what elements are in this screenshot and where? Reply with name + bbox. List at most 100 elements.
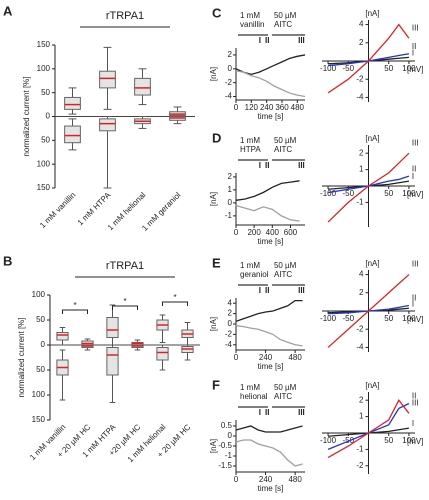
- time-marker: II: [265, 286, 269, 295]
- x-tick-label: 480: [291, 103, 305, 112]
- y-tick-label: -2: [225, 330, 233, 339]
- x-axis-label: [mV]: [407, 315, 423, 324]
- significance-label: *: [123, 297, 126, 306]
- box: [134, 77, 151, 96]
- y-axis-label: [nA]: [209, 317, 218, 331]
- series-label: III: [412, 23, 419, 32]
- stimulus-label: 50 µM: [274, 261, 297, 270]
- y-tick-label: -1: [225, 451, 233, 460]
- x-tick-label: 50: [384, 436, 393, 445]
- y-tick-label: -2: [356, 461, 364, 470]
- x-tick-label: -100: [320, 314, 337, 323]
- stimulus-label: geraniol: [240, 270, 269, 279]
- series-label: III: [412, 398, 419, 407]
- y-tick-label: 0.5: [221, 421, 233, 430]
- y-tick-label: 0: [46, 112, 51, 121]
- time-marker: II: [265, 36, 269, 45]
- trace-line: [235, 180, 300, 201]
- panel-label: B: [3, 253, 12, 268]
- series-label: II: [412, 294, 416, 303]
- y-tick-label: -1.5: [218, 461, 232, 470]
- y-tick-label: 0: [228, 319, 233, 328]
- x-tick-label: 0: [234, 353, 239, 362]
- y-axis-label: [nA]: [365, 9, 379, 18]
- time-marker: I: [259, 36, 261, 45]
- x-tick-label: -50: [343, 189, 355, 198]
- y-tick-label: -4: [356, 93, 364, 102]
- series-label: I: [412, 48, 414, 57]
- series-label: I: [412, 299, 414, 308]
- x-tick-label: 100: [402, 436, 416, 445]
- y-tick-label: 2: [359, 38, 364, 47]
- trace-line: [235, 70, 306, 98]
- x-tick-label: 100: [402, 314, 416, 323]
- y-axis-label: [nA]: [365, 259, 379, 268]
- x-tick-label: 50: [384, 189, 393, 198]
- x-tick-label: 1 mM vanillin: [38, 191, 77, 230]
- time-marker: III: [298, 286, 305, 295]
- x-tick-label: 0: [234, 103, 239, 112]
- time-marker: I: [259, 161, 261, 170]
- x-tick-label: -100: [320, 436, 337, 445]
- significance-bracket: [62, 309, 88, 314]
- box: [56, 332, 69, 341]
- x-axis-label: [mV]: [407, 437, 423, 446]
- y-axis-label: normalized current [%]: [22, 76, 31, 156]
- time-marker: III: [298, 36, 305, 45]
- x-axis-label: time [s]: [258, 484, 284, 493]
- x-tick-label: 200: [247, 228, 261, 237]
- box: [64, 125, 81, 144]
- x-axis-label: [mV]: [407, 65, 423, 74]
- panel-label: A: [3, 3, 13, 18]
- y-tick-label: 2: [228, 50, 233, 59]
- x-tick-label: 240: [259, 353, 273, 362]
- y-tick-label: 100: [37, 64, 51, 73]
- y-tick-label: -4: [225, 92, 233, 101]
- y-tick-label: 150: [37, 40, 51, 49]
- trace-line: [235, 324, 303, 347]
- trace-line: [235, 204, 300, 222]
- y-tick-label: 1: [359, 412, 364, 421]
- y-tick-label: 100: [32, 290, 46, 299]
- y-tick-label: 2: [359, 288, 364, 297]
- x-axis-label: time [s]: [258, 112, 284, 121]
- y-tick-label: 0: [41, 340, 46, 349]
- trace-line: [328, 56, 409, 65]
- box: [106, 347, 119, 376]
- trace-line: [328, 53, 410, 67]
- y-tick-label: 1: [359, 165, 364, 174]
- stimulus-label: 1 mM: [240, 136, 260, 145]
- x-tick-label: 0: [234, 475, 239, 484]
- x-axis-label: [mV]: [407, 190, 423, 199]
- trace-line: [327, 152, 410, 223]
- box: [156, 347, 169, 361]
- y-tick-label: 150: [37, 183, 51, 192]
- y-tick-label: 2: [359, 148, 364, 157]
- series-label: II: [412, 392, 416, 401]
- significance-bracket: [162, 301, 188, 306]
- time-marker: I: [259, 286, 261, 295]
- stimulus-label: vanillin: [240, 20, 264, 29]
- y-axis-label: [nA]: [209, 439, 218, 453]
- y-axis-label: normalized current [%]: [17, 317, 26, 397]
- y-tick-label: -1: [356, 198, 364, 207]
- box: [99, 118, 116, 132]
- series-label: I: [412, 172, 414, 181]
- y-tick-label: 150: [32, 415, 46, 424]
- x-tick-label: 400: [266, 228, 280, 237]
- series-label: III: [412, 138, 419, 147]
- y-tick-label: -2: [356, 324, 364, 333]
- y-tick-label: -4: [225, 340, 233, 349]
- y-tick-label: -2: [225, 78, 233, 87]
- trace-line: [235, 425, 303, 433]
- y-tick-label: 4: [359, 20, 364, 29]
- stimulus-label: AITC: [274, 392, 292, 401]
- trace-line: [235, 54, 306, 76]
- x-axis-label: time [s]: [258, 237, 284, 246]
- time-marker: III: [298, 161, 305, 170]
- x-tick-label: -100: [320, 189, 337, 198]
- trace-line: [327, 23, 410, 94]
- stimulus-label: 50 µM: [274, 383, 297, 392]
- x-tick-label: -50: [343, 314, 355, 323]
- x-axis-label: time [s]: [258, 362, 284, 371]
